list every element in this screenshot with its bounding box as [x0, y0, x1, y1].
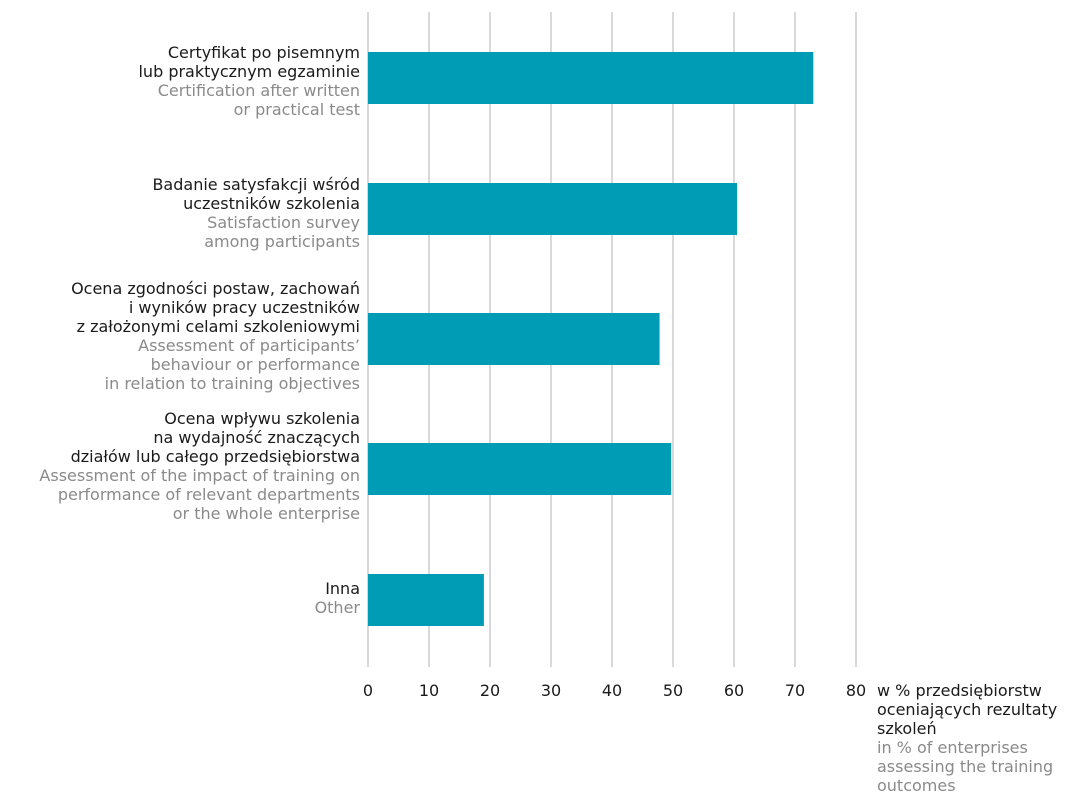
category-label-pl: Certyfikat po pisemnym	[168, 43, 360, 62]
category-label-pl: z założonymi celami szkoleniowymi	[77, 317, 360, 336]
x-axis-label-pl: szkoleń	[877, 719, 937, 738]
bar-3	[368, 443, 672, 495]
bar-4	[368, 574, 484, 626]
category-label-pl: działów lub całego przedsiębiorstwa	[71, 447, 360, 466]
x-tick-label-30: 30	[541, 681, 561, 700]
category-label-en: Satisfaction survey	[207, 213, 360, 232]
category-label-en: Assessment of participants’	[138, 336, 360, 355]
bar-0	[368, 52, 814, 104]
x-tick-labels: 0 10 20 30 40 50 60 70 80	[363, 681, 866, 700]
category-label-pl: na wydajność znaczących	[153, 428, 360, 447]
category-label-pl: Ocena zgodności postaw, zachowań	[71, 279, 360, 298]
x-axis-label-pl: oceniających rezultaty	[877, 700, 1057, 719]
x-tick-label-60: 60	[724, 681, 744, 700]
category-label-pl: Badanie satysfakcji wśród	[152, 175, 360, 194]
x-tick-label-10: 10	[419, 681, 439, 700]
category-label-pl: lub praktycznym egzaminie	[138, 62, 360, 81]
bar-1	[368, 183, 738, 235]
category-label-en: behaviour or performance	[151, 355, 360, 374]
x-axis-label-en: outcomes	[877, 776, 956, 795]
x-tick-label-0: 0	[363, 681, 373, 700]
x-axis-label-en: in % of enterprises	[877, 738, 1028, 757]
category-label-en: performance of relevant departments	[58, 485, 360, 504]
x-tick-label-80: 80	[846, 681, 866, 700]
category-label-en: or the whole enterprise	[173, 504, 360, 523]
category-label-pl: Ocena wpływu szkolenia	[164, 409, 360, 428]
x-tick-label-50: 50	[663, 681, 683, 700]
bar-2	[368, 313, 660, 365]
category-label-en: Other	[315, 598, 361, 617]
x-tick-label-70: 70	[785, 681, 805, 700]
category-label-en: among participants	[204, 232, 360, 251]
category-label-en: Assessment of the impact of training on	[39, 466, 360, 485]
category-label-en: Certification after written	[158, 81, 360, 100]
x-axis-label-pl: w % przedsiębiorstw	[877, 681, 1042, 700]
category-label-pl: Inna	[325, 579, 360, 598]
category-label-en: in relation to training objectives	[105, 374, 360, 393]
category-label-pl: uczestników szkolenia	[183, 194, 360, 213]
x-tick-label-20: 20	[480, 681, 500, 700]
category-label-en: or practical test	[234, 100, 360, 119]
bars	[368, 52, 814, 626]
x-axis-label-en: assessing the training	[877, 757, 1053, 776]
x-tick-label-40: 40	[602, 681, 622, 700]
category-label-pl: i wyników pracy uczestników	[129, 298, 360, 317]
